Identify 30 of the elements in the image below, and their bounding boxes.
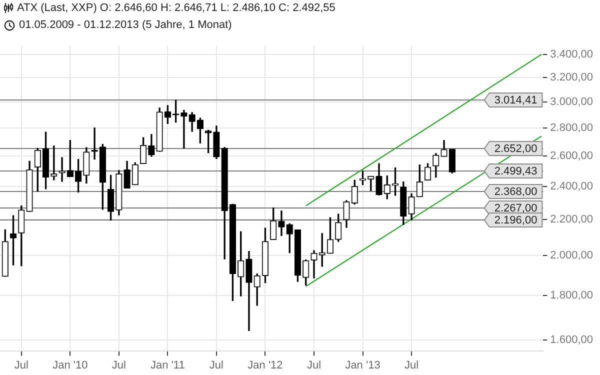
ref-line-label: 2.652,00 <box>494 143 538 156</box>
ref-line-label: 3.014,41 <box>494 94 538 107</box>
x-tick-label: Jul <box>404 359 419 372</box>
ref-line-label: 2.196,00 <box>494 214 538 227</box>
chart-subtitle: 01.05.2009 - 01.12.2013 (5 Jahre, 1 Monat) <box>19 19 232 31</box>
y-tick-label: 3.200,00 <box>550 71 594 84</box>
x-tick-label: Jul <box>306 359 322 372</box>
candlestick <box>310 250 318 278</box>
candlestick <box>180 110 188 149</box>
y-tick-label: 2.200,00 <box>550 213 594 226</box>
candlestick <box>58 157 66 182</box>
y-tick-label: 1.800,00 <box>550 289 594 302</box>
chart-title: ATX (Last, XXP) O: 2.646,60 H: 2.646,71 L: 2.486,10 C: 2.492,55 <box>17 2 336 14</box>
x-tick-label: Jan '11 <box>150 359 185 372</box>
y-tick-label: 3.000,00 <box>550 96 594 108</box>
y-tick-label: 2.400,00 <box>550 180 594 192</box>
x-tick-label: Jan '13 <box>345 359 380 372</box>
x-tick-label: Jul <box>209 359 224 372</box>
x-tick-label: Jan '10 <box>52 359 88 372</box>
x-tick-label: Jul <box>112 359 126 372</box>
ref-line-label: 2.267,00 <box>494 202 538 215</box>
y-tick-label: 2.600,00 <box>550 150 594 162</box>
y-tick-label: 1.600,00 <box>550 334 594 346</box>
x-tick-label: Jan '12 <box>248 359 283 372</box>
ref-line-label: 2.499,43 <box>494 166 538 178</box>
ref-line-label: 2.368,00 <box>494 186 538 198</box>
y-tick-label: 2.000,00 <box>550 249 594 262</box>
x-tick-label: Jul <box>14 359 28 372</box>
y-tick-label: 3.400,00 <box>550 48 594 60</box>
y-tick-label: 2.800,00 <box>550 122 594 134</box>
